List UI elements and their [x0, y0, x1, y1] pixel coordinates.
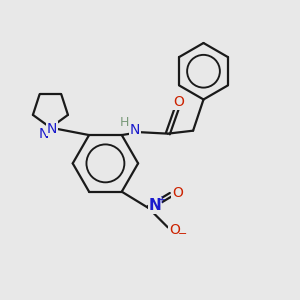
Text: N: N: [149, 198, 161, 213]
Text: N: N: [130, 123, 140, 137]
Text: O: O: [172, 186, 183, 200]
Text: N: N: [39, 127, 49, 141]
Text: H: H: [119, 116, 129, 129]
Text: O: O: [169, 223, 180, 237]
Text: N: N: [47, 122, 57, 136]
Text: O: O: [173, 95, 184, 110]
Text: −: −: [178, 229, 188, 239]
Text: +: +: [157, 195, 165, 205]
